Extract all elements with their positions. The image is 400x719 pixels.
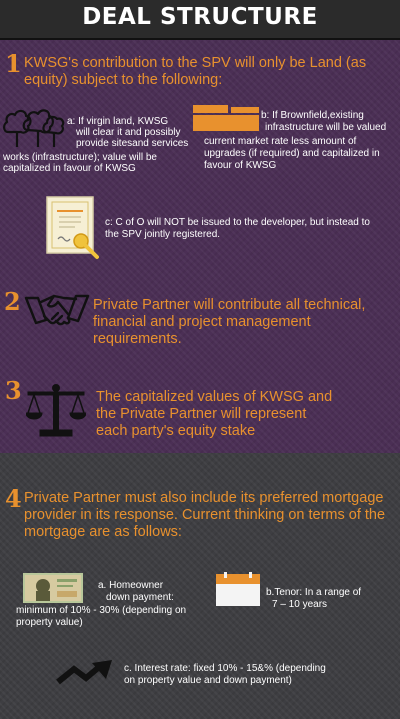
section-1-number: 1 <box>5 49 22 78</box>
section-4-number: 4 <box>5 484 22 513</box>
section-3-number: 3 <box>5 376 22 405</box>
section-4-a-line-4: property value) <box>16 617 83 628</box>
section-1-line-2: equity) subject to the following: <box>24 72 223 88</box>
section-4-a-line-2: down payment: <box>106 592 174 603</box>
section-4-line-1: Private Partner must also include its pr… <box>24 490 384 506</box>
section-1-a-line-2: will clear it and possibly <box>76 127 181 138</box>
section-4-line-3: mortgage are as follows: <box>24 524 182 540</box>
section-1-b-line-3: current market rate less amount of <box>204 136 357 147</box>
certificate-icon <box>46 196 99 259</box>
scales-icon <box>26 384 86 437</box>
page-title: DEAL STRUCTURE <box>82 4 318 30</box>
section-1-b-line-5: favour of KWSG <box>204 160 277 171</box>
section-4-b-line-1: b.Tenor: In a range of <box>266 587 362 598</box>
section-2-number: 2 <box>4 287 21 316</box>
section-1-b-line-2: infrastructure will be valued <box>265 122 387 133</box>
section-4-a-line-3: minimum of 10% - 30% (depending on <box>16 605 187 616</box>
section-3-line-1: The capitalized values of KWSG and <box>96 389 333 405</box>
trend-arrow-icon <box>56 660 112 685</box>
header-bar: DEAL STRUCTURE <box>0 0 400 40</box>
trees-icon <box>3 109 65 147</box>
section-4-a-line-1: a. Homeowner <box>98 580 164 591</box>
section-4-line-2: provider in its response. Current thinki… <box>24 507 386 523</box>
section-2-line-2: financial and project management <box>93 314 311 330</box>
section-3-line-3: each party's equity stake <box>96 423 256 439</box>
building-icon <box>193 105 259 131</box>
banknote-icon <box>23 573 83 603</box>
section-1-line-1: KWSG's contribution to the SPV will only… <box>24 55 367 71</box>
calendar-icon <box>216 572 260 606</box>
section-3-line-2: the Private Partner will represent <box>96 406 307 422</box>
section-4-c-line-2: on property value and down payment) <box>124 675 292 686</box>
section-1-a-line-4: works (infrastructure); value will be <box>3 152 157 163</box>
section-4-b-line-2: 7 – 10 years <box>272 599 328 610</box>
section-1-c-line-1: c: C of O will NOT be issued to the deve… <box>105 217 370 228</box>
section-1-a-line-3: provide sitesand services <box>76 138 189 149</box>
section-1-a-line-5: capitalized in favour of KWSG <box>3 163 136 174</box>
section-1-c-line-2: the SPV jointly registered. <box>105 229 221 240</box>
section-2-line-1: Private Partner will contribute all tech… <box>93 297 366 313</box>
section-1-b-line-4: upgrades (if required) and capitalized i… <box>204 148 380 159</box>
section-2-line-3: requirements. <box>93 331 182 347</box>
section-1-a-line-1: a: If virgin land, KWSG <box>67 116 169 127</box>
handshake-icon <box>24 294 90 326</box>
section-4-c-line-1: c. Interest rate: fixed 10% - 15&% (depe… <box>124 663 326 674</box>
section-1-b-line-1: b: If Brownfield,existing <box>261 110 364 121</box>
